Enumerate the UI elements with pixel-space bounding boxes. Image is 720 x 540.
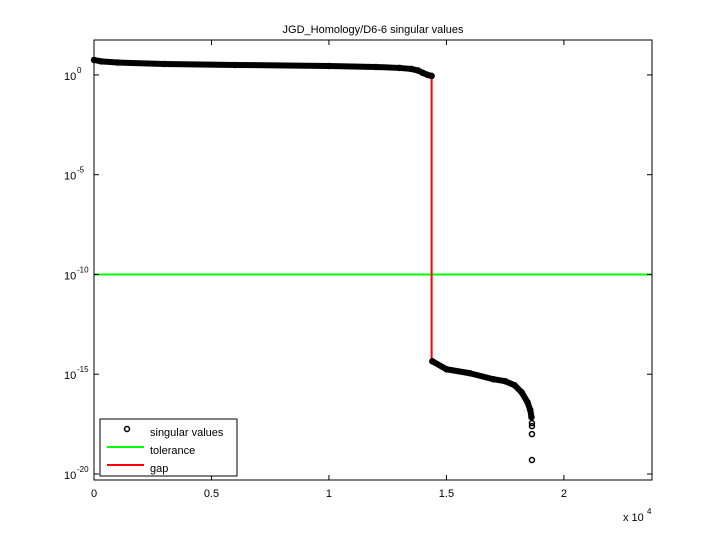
y-tick-label-base: 10 — [64, 270, 76, 282]
plot-frame — [93, 39, 653, 481]
y-tick-label-base: 10 — [64, 171, 76, 183]
x-tick-label: 0 — [91, 488, 97, 500]
singular-value-point — [428, 72, 435, 80]
singular-value-point — [429, 358, 436, 365]
y-tick-label-exponent: -20 — [77, 465, 89, 474]
legend-marker-singular-values — [123, 425, 131, 433]
singular-value-point — [396, 64, 403, 72]
singular-value-point — [424, 71, 431, 79]
singular-value-point — [466, 369, 474, 377]
y-tick-label-exponent: -10 — [77, 265, 89, 274]
legend-label-gap: gap — [150, 463, 168, 475]
y-tick-label-exponent: -5 — [77, 166, 85, 175]
singular-value-point — [372, 63, 380, 71]
singular-value-point — [490, 375, 497, 383]
singular-value-point — [161, 60, 168, 68]
singular-value-point — [528, 456, 536, 464]
x-tick-label: 0.5 — [204, 488, 219, 500]
singular-value-point — [528, 422, 536, 430]
singular-value-point — [114, 59, 121, 66]
singular-value-point — [511, 381, 518, 389]
x-tick-label: 1.5 — [439, 488, 454, 500]
singular-value-point — [524, 398, 531, 406]
y-tick-label-exponent: -15 — [77, 365, 89, 374]
singular-value-point — [325, 62, 333, 70]
singular-value-point — [414, 67, 422, 74]
legend-label-singular-values: singular values — [150, 427, 224, 439]
x-exponent-label: x 10 4 — [623, 507, 652, 524]
singular-values-band-1 — [429, 358, 535, 421]
singular-value-point — [528, 430, 536, 438]
x-exponent-base: x 10 — [623, 512, 644, 524]
singular-value-point — [97, 58, 105, 65]
singular-value-point — [528, 413, 535, 421]
y-tick-label-base: 10 — [64, 470, 76, 482]
x-exponent-power: 4 — [647, 507, 652, 516]
singular-value-point — [518, 388, 525, 396]
chart-title: JGD_Homology/D6-6 singular values — [283, 24, 464, 36]
singular-value-point — [231, 61, 239, 69]
y-tick-label-base: 10 — [64, 370, 76, 382]
singular-value-point — [528, 419, 536, 427]
singular-value-point — [407, 65, 415, 73]
y-tick-label-base: 10 — [64, 71, 76, 83]
x-tick-label: 1 — [326, 488, 332, 500]
singular-value-point — [527, 406, 534, 414]
singular-values-band-0 — [91, 56, 435, 79]
y-tick-label-exponent: 0 — [77, 66, 82, 75]
x-tick-label: 2 — [561, 488, 567, 500]
legend: singular values tolerance gap — [99, 418, 238, 477]
legend-label-tolerance: tolerance — [150, 445, 195, 457]
singular-value-point — [501, 377, 509, 385]
singular-value-point — [443, 366, 450, 373]
